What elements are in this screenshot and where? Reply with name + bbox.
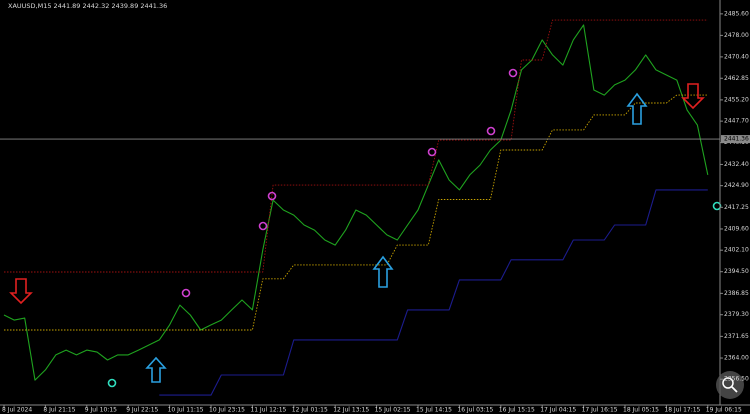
signals (9, 68, 722, 388)
x-tick-label: 18 Jul 17:15 (664, 407, 700, 414)
y-tick-label: 2424.90 (724, 182, 749, 189)
y-tick-label: 2417.25 (724, 204, 749, 211)
signal-dot (181, 288, 191, 298)
y-tick-label: 2447.70 (724, 118, 749, 125)
y-tick-label: 2379.30 (724, 311, 749, 318)
zoom-icon-handle (731, 386, 738, 393)
zoom-button[interactable] (716, 371, 744, 399)
y-tick-label: 2394.50 (724, 268, 749, 275)
current-price-box (721, 135, 750, 144)
x-tick-label: 15 Jul 14:15 (416, 407, 452, 414)
y-tick-label: 2371.65 (724, 333, 749, 340)
x-tick-label: 9 Jul 10:15 (85, 407, 117, 414)
x-tick-label: 8 Jul 2024 (2, 407, 32, 414)
x-tick-label: 9 Jul 22:15 (126, 407, 158, 414)
signal-dot (258, 221, 268, 231)
plot-area (3, 19, 709, 396)
y-tick-label: 2432.40 (724, 161, 749, 168)
price-line (4, 19, 708, 273)
x-tick-label: 16 Jul 15:15 (499, 407, 535, 414)
y-tick-label: 2364.00 (724, 355, 749, 362)
price-line (4, 94, 708, 331)
x-tick-label: 11 Jul 12:15 (250, 407, 286, 414)
signal-dot (508, 68, 518, 78)
buy-arrow (372, 255, 394, 288)
x-tick-label: 12 Jul 01:15 (292, 407, 328, 414)
x-tick-label: 8 Jul 21:15 (43, 407, 75, 414)
sell-arrow (9, 278, 33, 305)
price-line (3, 24, 709, 381)
current-price-label: 2441.36 (724, 136, 749, 143)
y-tick-label: 2409.60 (724, 225, 749, 232)
x-tick-label: 10 Jul 11:15 (168, 407, 204, 414)
y-tick-label: 2402.10 (724, 247, 749, 254)
x-tick-label: 10 Jul 23:15 (209, 407, 245, 414)
y-tick-label: 2485.60 (724, 10, 749, 17)
y-tick-label: 2470.40 (724, 53, 749, 60)
signal-dot (267, 191, 277, 201)
y-tick-label: 2386.85 (724, 290, 749, 297)
x-tick-label: 15 Jul 02:15 (375, 407, 411, 414)
x-tick-label: 17 Jul 04:15 (540, 407, 576, 414)
x-tick-label: 12 Jul 13:15 (333, 407, 369, 414)
y-tick-label: 2455.20 (724, 96, 749, 103)
price-line (159, 189, 708, 396)
y-tick-label: 2478.00 (724, 32, 749, 39)
sell-arrow (681, 83, 705, 110)
buy-arrow (145, 356, 167, 383)
signal-dot (486, 126, 496, 136)
x-tick-label: 17 Jul 16:15 (582, 407, 618, 414)
chart-title: XAUUSD,M15 2441.89 2442.32 2439.89 2441.… (8, 2, 167, 10)
signal-dot (107, 378, 117, 388)
zoom-icon (722, 377, 734, 389)
x-tick-label: 19 Jul 06:15 (706, 407, 742, 414)
y-tick-label: 2462.85 (724, 75, 749, 82)
y-tick-label: 2356.50 (724, 376, 749, 383)
x-tick-label: 18 Jul 05:15 (623, 407, 659, 414)
x-tick-label: 16 Jul 03:15 (457, 407, 493, 414)
signal-dot (427, 147, 437, 157)
buy-arrow (626, 92, 648, 125)
